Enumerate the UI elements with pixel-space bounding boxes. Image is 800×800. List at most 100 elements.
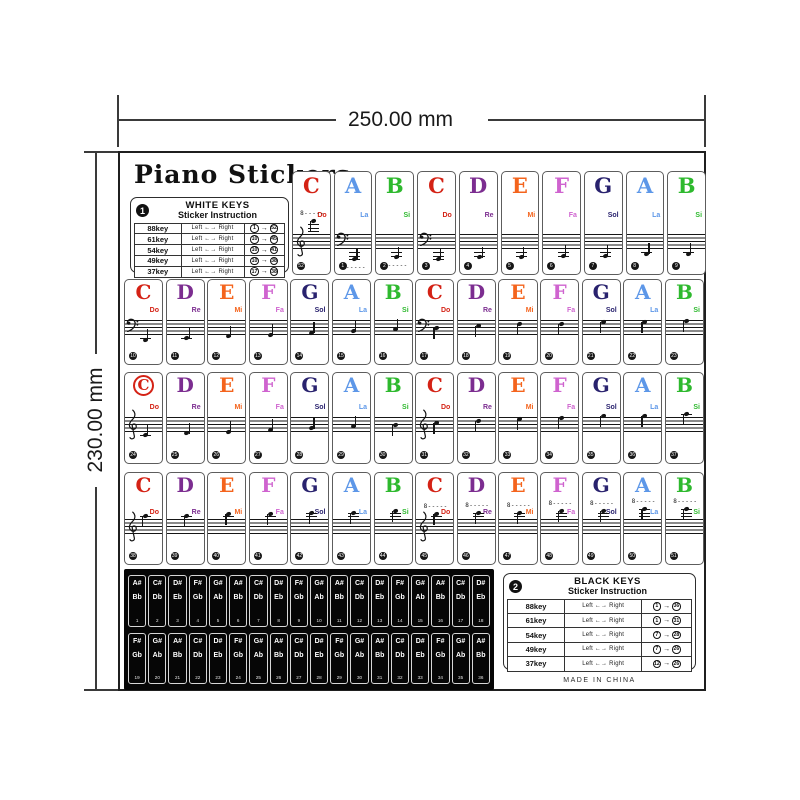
black-key-sticker-7: C# Db 7	[249, 575, 268, 627]
black-key-sticker-14: F# Gb 14	[390, 575, 410, 627]
staff-lines	[665, 417, 703, 432]
white-key-sticker-19: E Mi 19	[498, 279, 538, 365]
white-key-sticker-34: F Fa 34	[540, 372, 580, 464]
sticker-sheet: Piano Stickers 1 WHITE KEYS Sticker Inst…	[118, 151, 707, 691]
note-stem	[309, 220, 312, 232]
solfa-label: Mi	[527, 212, 536, 219]
note-letter: A	[343, 280, 360, 304]
black-keys-row-key: 61key	[508, 613, 566, 629]
sticker-number: 6	[236, 617, 240, 623]
width-dimension-label: 250.00 mm	[348, 108, 454, 131]
note-head-icon	[225, 333, 232, 339]
sticker-number: 20	[545, 352, 554, 360]
sticker-number: 25	[255, 675, 261, 680]
note-head-icon	[267, 332, 274, 337]
badge-2-icon: 2	[509, 580, 522, 594]
dimension-line-left-bottom-segment	[95, 487, 97, 690]
note-stem	[683, 414, 685, 425]
sticker-number: 22	[628, 352, 637, 360]
sticker-number: 10	[129, 352, 137, 360]
white-key-sticker-3: C Do 3	[417, 171, 456, 275]
solfa-label: La	[652, 212, 661, 219]
staff-lines	[416, 519, 454, 534]
note-letter: B	[675, 473, 693, 497]
sticker-number: 38	[129, 552, 137, 560]
sticker-number: 24	[235, 675, 241, 680]
white-key-sticker-1: A La 8----- 1	[333, 171, 373, 275]
right-arrow-icon: →	[260, 224, 268, 232]
flat-name: Gb	[334, 651, 345, 659]
sticker-number: 17	[458, 617, 464, 623]
note-letter: D	[176, 280, 194, 304]
white-keys-instruction-box: 1 WHITE KEYS Sticker Instruction 88key Le…	[130, 197, 289, 278]
sticker-number: 19	[503, 352, 512, 360]
note-head-icon	[142, 513, 149, 519]
ledger-line	[432, 255, 444, 257]
staff-lines	[626, 234, 664, 249]
treble-clef-icon	[420, 511, 429, 542]
solfa-label: Si	[693, 307, 700, 314]
black-key-sticker-13: D# Eb 13	[370, 575, 389, 627]
solfa-label: Fa	[566, 509, 576, 516]
note-stem	[683, 320, 685, 332]
white-key-sticker-8: A La 8	[625, 171, 665, 275]
solfa-label: Mi	[234, 404, 243, 411]
sticker-number: 30	[356, 675, 363, 680]
sharp-name: G#	[354, 637, 365, 645]
solfa-label: La	[358, 307, 368, 314]
white-keys-row-key: 61key	[135, 234, 182, 246]
sticker-number: 42	[295, 552, 304, 560]
solfa-label: Si	[402, 404, 409, 411]
staff-lines	[125, 519, 163, 534]
ledger-line	[431, 516, 443, 517]
flat-name: Db	[395, 651, 405, 659]
note-letter: D	[467, 473, 486, 497]
note-head-icon	[560, 253, 567, 258]
treble-clef-icon	[128, 409, 137, 440]
note-stem	[355, 320, 357, 332]
sharp-name: A#	[476, 637, 486, 645]
note-stem	[475, 512, 477, 524]
note-letter: C	[426, 280, 443, 304]
sticker-number: 27	[296, 675, 302, 680]
staff-lines	[249, 519, 287, 534]
staff-lines	[668, 234, 706, 249]
range-to-number: 28	[672, 630, 681, 640]
note-stem	[433, 422, 435, 434]
solfa-label: La	[358, 509, 368, 516]
solfa-label: Sol	[607, 212, 619, 219]
note-letter: D	[176, 373, 194, 397]
sticker-number: 33	[417, 675, 423, 680]
ledger-line	[389, 512, 401, 514]
note-stem	[142, 516, 144, 527]
black-key-sticker-10: G# Ab 10	[309, 575, 329, 627]
sticker-number: 7	[257, 617, 260, 623]
note-stem	[391, 424, 393, 436]
black-keys-instruction-title: BLACK KEYS Sticker Instruction	[567, 576, 648, 597]
flat-name: Ab	[314, 594, 324, 601]
note-letter: F	[554, 173, 570, 198]
range-from-number: 1	[250, 224, 259, 233]
note-stem	[683, 509, 685, 520]
note-stem	[396, 318, 398, 330]
ledger-line	[514, 516, 526, 517]
note-stem	[641, 322, 643, 334]
range-from-number: 7	[652, 630, 662, 640]
note-head-icon	[142, 432, 149, 438]
sharp-name: D#	[274, 580, 284, 587]
flat-name: Db	[253, 594, 264, 601]
flat-name: Eb	[375, 594, 385, 601]
sticker-number: 21	[586, 352, 595, 360]
flat-name: Eb	[274, 594, 284, 601]
staff-lines	[166, 320, 204, 335]
note-letter: F	[261, 373, 276, 397]
black-key-sticker-6: A# Bb 6	[229, 575, 248, 627]
white-keys-row-direction: Left ←→ Right	[181, 245, 245, 256]
solfa-label: Do	[149, 509, 160, 516]
sticker-number: 27	[253, 451, 262, 459]
staff-lines	[166, 417, 204, 432]
note-head-icon	[518, 254, 525, 260]
height-dimension-label: 230.00 mm	[84, 367, 107, 473]
flat-name: Gb	[192, 594, 203, 601]
black-key-sticker-30: G# Ab 30	[350, 632, 369, 684]
